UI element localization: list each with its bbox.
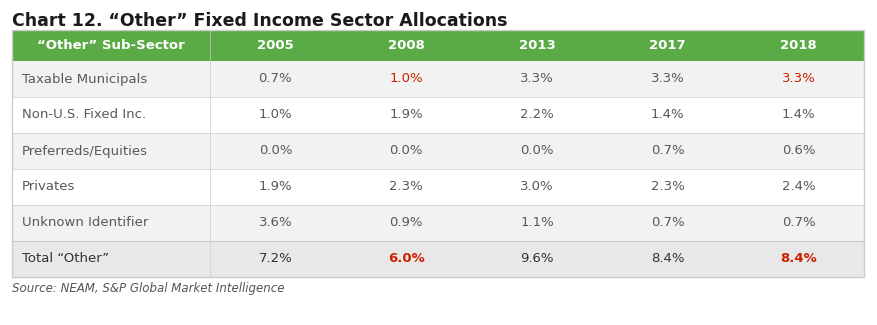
Text: Privates: Privates	[22, 180, 75, 193]
Text: 0.7%: 0.7%	[651, 145, 685, 158]
Bar	[12, 241, 864, 277]
Text: Chart 12. “Other” Fixed Income Sector Allocations: Chart 12. “Other” Fixed Income Sector Al…	[12, 12, 508, 30]
Text: 6.0%: 6.0%	[388, 253, 424, 266]
Bar	[12, 133, 864, 169]
Text: 1.9%: 1.9%	[259, 180, 292, 193]
Text: 7.2%: 7.2%	[259, 253, 292, 266]
Text: 0.0%: 0.0%	[389, 145, 423, 158]
Text: 2013: 2013	[518, 39, 555, 52]
Text: 0.0%: 0.0%	[520, 145, 553, 158]
Bar	[12, 205, 864, 241]
Text: 1.4%: 1.4%	[781, 109, 816, 122]
Text: Non-U.S. Fixed Inc.: Non-U.S. Fixed Inc.	[22, 109, 146, 122]
Text: 8.4%: 8.4%	[651, 253, 685, 266]
Text: 2.3%: 2.3%	[389, 180, 423, 193]
Text: Unknown Identifier: Unknown Identifier	[22, 216, 148, 229]
Text: 3.3%: 3.3%	[781, 72, 816, 85]
Text: Preferreds/Equities: Preferreds/Equities	[22, 145, 148, 158]
Text: 2017: 2017	[650, 39, 686, 52]
Bar	[12, 97, 864, 133]
Text: 3.6%: 3.6%	[259, 216, 292, 229]
Bar	[12, 169, 864, 205]
Text: 3.0%: 3.0%	[520, 180, 553, 193]
Text: 3.3%: 3.3%	[651, 72, 685, 85]
Text: 1.9%: 1.9%	[389, 109, 423, 122]
Text: 1.4%: 1.4%	[651, 109, 685, 122]
Text: Taxable Municipals: Taxable Municipals	[22, 72, 147, 85]
Text: 0.7%: 0.7%	[781, 216, 816, 229]
Text: 8.4%: 8.4%	[781, 253, 817, 266]
Bar	[12, 30, 864, 61]
Text: 3.3%: 3.3%	[520, 72, 554, 85]
Text: 2.3%: 2.3%	[651, 180, 685, 193]
Text: Source: NEAM, S&P Global Market Intelligence: Source: NEAM, S&P Global Market Intellig…	[12, 282, 284, 295]
Text: Total “Other”: Total “Other”	[22, 253, 109, 266]
Text: 2.4%: 2.4%	[781, 180, 816, 193]
Text: 9.6%: 9.6%	[520, 253, 553, 266]
Text: 0.7%: 0.7%	[259, 72, 292, 85]
Text: “Other” Sub-Sector: “Other” Sub-Sector	[37, 39, 185, 52]
Text: 2018: 2018	[781, 39, 817, 52]
Bar	[12, 30, 864, 277]
Text: 2008: 2008	[388, 39, 424, 52]
Text: 0.7%: 0.7%	[651, 216, 685, 229]
Text: 1.1%: 1.1%	[520, 216, 554, 229]
Text: 2.2%: 2.2%	[520, 109, 554, 122]
Text: 2005: 2005	[257, 39, 294, 52]
Text: 0.9%: 0.9%	[389, 216, 423, 229]
Text: 0.6%: 0.6%	[782, 145, 816, 158]
Text: 1.0%: 1.0%	[259, 109, 292, 122]
Bar	[12, 61, 864, 97]
Text: 1.0%: 1.0%	[389, 72, 423, 85]
Text: 0.0%: 0.0%	[259, 145, 292, 158]
